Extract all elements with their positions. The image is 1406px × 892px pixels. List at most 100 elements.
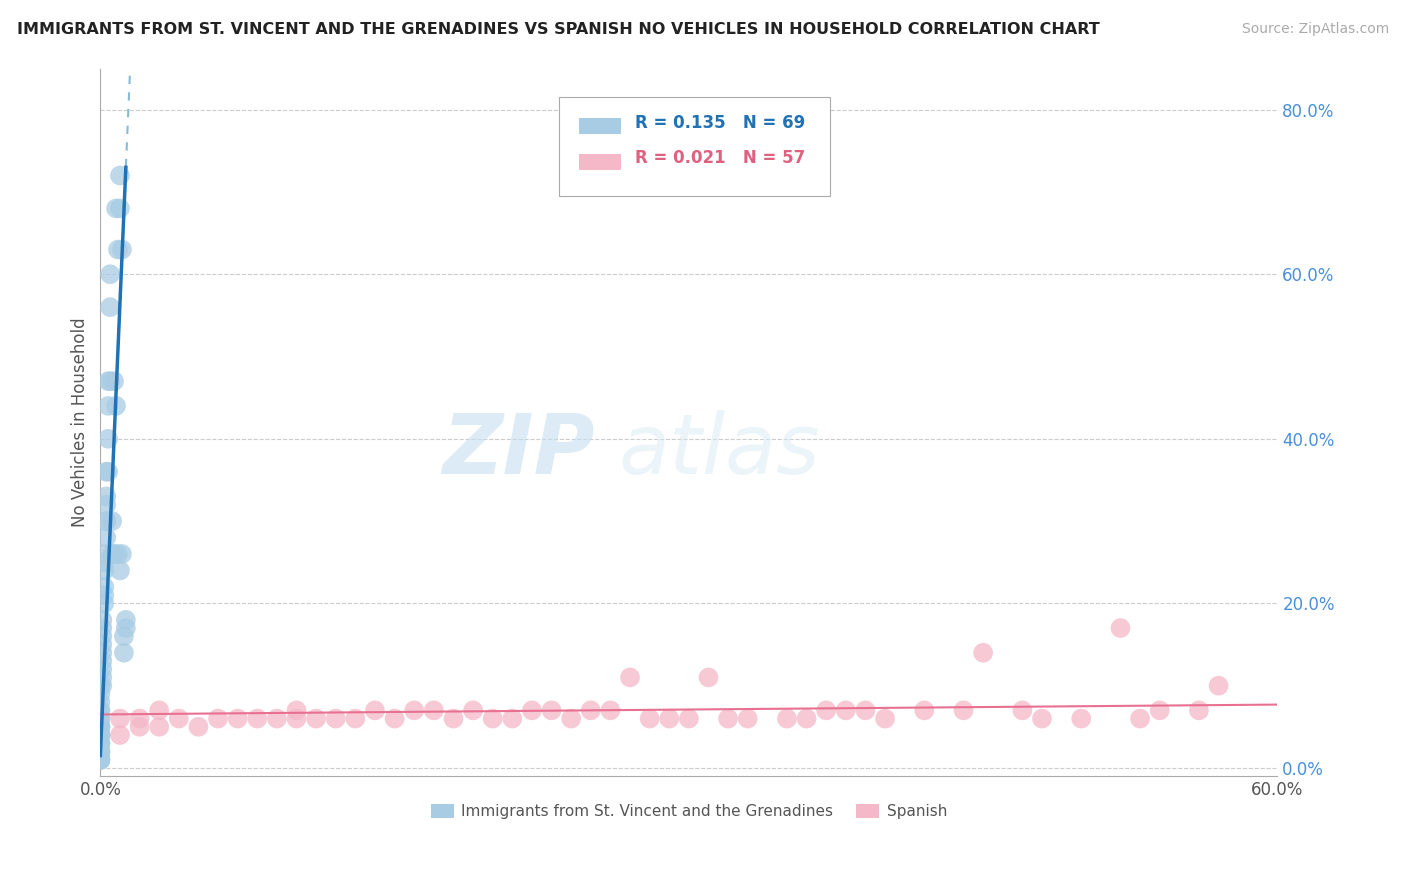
Point — [404, 703, 426, 717]
Point — [105, 202, 128, 216]
Point — [89, 703, 111, 717]
Point — [89, 695, 111, 709]
Point — [108, 712, 131, 726]
Point — [97, 432, 120, 446]
Point — [619, 670, 641, 684]
Point — [697, 670, 720, 684]
Text: R = 0.135   N = 69: R = 0.135 N = 69 — [634, 114, 806, 132]
Point — [89, 753, 111, 767]
Point — [112, 646, 135, 660]
Point — [98, 300, 121, 314]
Point — [167, 712, 190, 726]
Point — [89, 744, 111, 758]
Text: atlas: atlas — [619, 410, 820, 491]
Point — [1011, 703, 1033, 717]
Point — [96, 490, 118, 504]
Point — [112, 629, 135, 643]
Point — [89, 744, 111, 758]
Point — [658, 712, 681, 726]
Point — [89, 687, 111, 701]
Point — [89, 736, 111, 750]
Point — [952, 703, 974, 717]
Point — [97, 374, 120, 388]
FancyBboxPatch shape — [579, 153, 620, 169]
Point — [108, 728, 131, 742]
Point — [873, 712, 896, 726]
Point — [103, 374, 125, 388]
Point — [96, 531, 118, 545]
Point — [796, 712, 818, 726]
Point — [1031, 712, 1053, 726]
Point — [98, 374, 121, 388]
Point — [89, 753, 111, 767]
Point — [111, 547, 134, 561]
Point — [305, 712, 328, 726]
Point — [89, 753, 111, 767]
Point — [91, 638, 114, 652]
Point — [89, 703, 111, 717]
Point — [91, 629, 114, 643]
Point — [115, 613, 138, 627]
Legend: Immigrants from St. Vincent and the Grenadines, Spanish: Immigrants from St. Vincent and the Gren… — [425, 797, 953, 825]
Point — [285, 712, 308, 726]
Point — [89, 753, 111, 767]
Point — [89, 712, 111, 726]
Point — [89, 728, 111, 742]
Point — [443, 712, 465, 726]
Point — [226, 712, 249, 726]
Point — [93, 555, 115, 569]
Y-axis label: No Vehicles in Household: No Vehicles in Household — [72, 318, 89, 527]
Point — [855, 703, 877, 717]
Point — [285, 703, 308, 717]
Text: IMMIGRANTS FROM ST. VINCENT AND THE GRENADINES VS SPANISH NO VEHICLES IN HOUSEHO: IMMIGRANTS FROM ST. VINCENT AND THE GREN… — [17, 22, 1099, 37]
Point — [93, 547, 115, 561]
Point — [1070, 712, 1092, 726]
FancyBboxPatch shape — [579, 119, 620, 135]
Point — [266, 712, 288, 726]
Point — [97, 465, 120, 479]
Point — [599, 703, 621, 717]
Point — [717, 712, 740, 726]
Point — [89, 720, 111, 734]
Point — [93, 564, 115, 578]
Point — [91, 679, 114, 693]
Point — [89, 728, 111, 742]
Point — [1149, 703, 1171, 717]
Point — [115, 621, 138, 635]
Point — [128, 720, 150, 734]
Point — [96, 514, 118, 528]
Point — [148, 703, 170, 717]
Point — [737, 712, 759, 726]
Point — [97, 399, 120, 413]
Point — [89, 720, 111, 734]
Point — [461, 703, 484, 717]
Point — [835, 703, 858, 717]
Point — [107, 547, 129, 561]
Text: Source: ZipAtlas.com: Source: ZipAtlas.com — [1241, 22, 1389, 37]
Point — [89, 679, 111, 693]
Point — [89, 753, 111, 767]
Point — [423, 703, 446, 717]
Point — [912, 703, 935, 717]
FancyBboxPatch shape — [560, 97, 830, 196]
Point — [91, 662, 114, 676]
Point — [1129, 712, 1152, 726]
Point — [1188, 703, 1211, 717]
Point — [105, 399, 128, 413]
Point — [187, 720, 209, 734]
Point — [246, 712, 269, 726]
Point — [128, 712, 150, 726]
Point — [364, 703, 387, 717]
Point — [98, 267, 121, 281]
Point — [93, 588, 115, 602]
Point — [89, 728, 111, 742]
Text: R = 0.021   N = 57: R = 0.021 N = 57 — [634, 149, 806, 168]
Point — [108, 564, 131, 578]
Point — [96, 498, 118, 512]
Point — [815, 703, 838, 717]
Point — [89, 712, 111, 726]
Point — [93, 580, 115, 594]
Point — [96, 514, 118, 528]
Point — [91, 613, 114, 627]
Point — [207, 712, 229, 726]
